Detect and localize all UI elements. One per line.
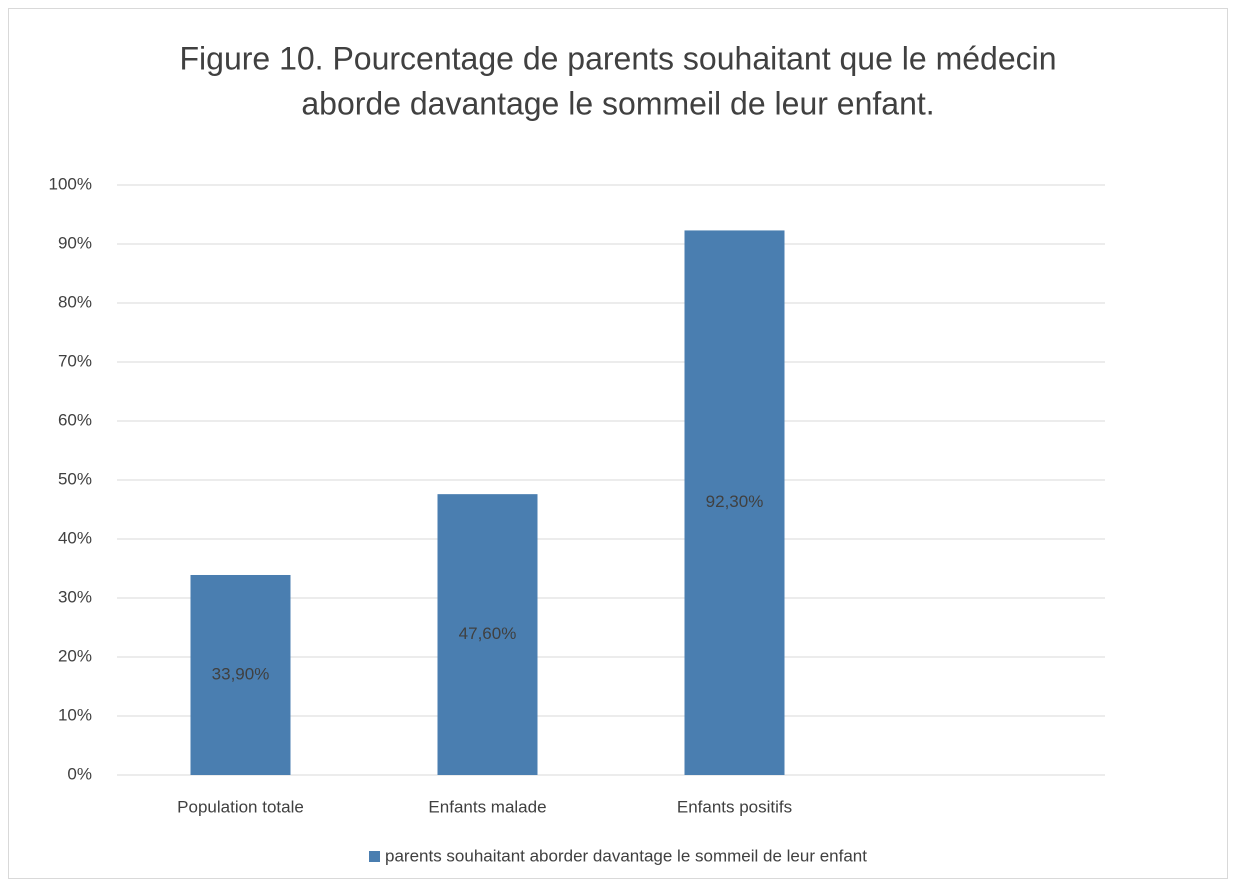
y-tick-label: 20% [58, 646, 92, 665]
x-tick-label: Enfants malade [428, 797, 546, 816]
x-tick-label: Population totale [177, 797, 304, 816]
y-tick-label: 80% [58, 292, 92, 311]
y-tick-label: 90% [58, 233, 92, 252]
chart-title: Figure 10. Pourcentage de parents souhai… [179, 40, 1056, 76]
y-tick-label: 10% [58, 705, 92, 724]
data-label: 92,30% [706, 492, 764, 511]
y-tick-label: 60% [58, 410, 92, 429]
chart-title: aborde davantage le sommeil de leur enfa… [301, 85, 934, 121]
y-tick-label: 50% [58, 469, 92, 488]
legend-swatch [369, 851, 381, 862]
data-label: 47,60% [459, 624, 517, 643]
bar [684, 230, 785, 775]
bar [190, 574, 291, 775]
legend-label: parents souhaitant aborder davantage le … [385, 846, 867, 865]
y-tick-label: 40% [58, 528, 92, 547]
y-tick-label: 100% [49, 174, 92, 193]
y-tick-label: 0% [67, 764, 92, 783]
x-tick-label: Enfants positifs [677, 797, 792, 816]
y-tick-label: 70% [58, 351, 92, 370]
bar [437, 494, 538, 775]
y-tick-label: 30% [58, 587, 92, 606]
data-label: 33,90% [212, 664, 270, 683]
